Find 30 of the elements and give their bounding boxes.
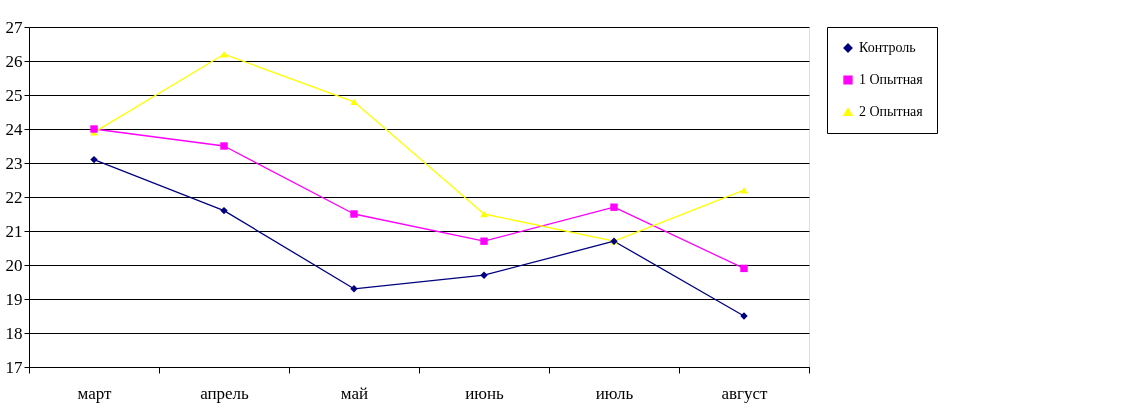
legend-label: 1 Опытная: [859, 72, 924, 87]
x-tick-label: июнь: [465, 383, 505, 403]
point: [350, 98, 358, 106]
x-tick-label: август: [721, 383, 769, 403]
y-tick-label: 23: [5, 153, 23, 173]
x-tick-label: март: [77, 383, 113, 403]
y-tick-label: 26: [5, 51, 23, 71]
point: [220, 206, 228, 215]
y-tick-label: 22: [5, 187, 23, 207]
point: [220, 142, 228, 150]
y-tick-label: 18: [5, 323, 23, 343]
point: [90, 125, 98, 133]
x-tick-label: май: [340, 383, 369, 403]
legend-label: 2 Опытная: [859, 104, 924, 119]
point: [480, 210, 488, 218]
y-tick-label: 21: [5, 221, 23, 241]
y-tick-label: 19: [5, 289, 23, 309]
y-tick-label: 25: [5, 85, 23, 105]
x-tick-label: апрель: [200, 383, 250, 403]
point: [480, 237, 488, 245]
y-tick-label: 24: [5, 119, 23, 139]
y-tick-label: 17: [5, 357, 23, 377]
y-tick-label: 20: [5, 255, 23, 275]
x-tick-label: июль: [595, 383, 634, 403]
point: [90, 155, 98, 164]
point: [740, 264, 748, 273]
y-tick-label: 27: [5, 17, 23, 37]
point: [350, 210, 358, 218]
legend-label: Контроль: [859, 40, 916, 55]
point: [610, 203, 618, 211]
